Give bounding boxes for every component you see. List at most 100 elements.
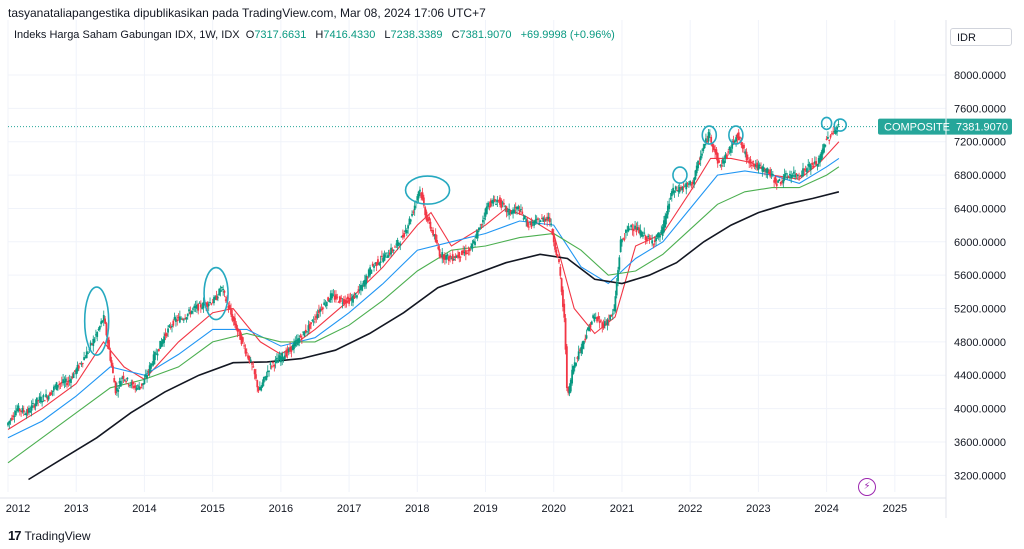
candle xyxy=(311,319,314,323)
candle xyxy=(643,227,646,236)
candle xyxy=(337,300,340,303)
candle xyxy=(669,193,672,200)
candle xyxy=(800,170,803,178)
candle xyxy=(380,250,383,261)
candle xyxy=(825,136,828,141)
candle xyxy=(433,233,436,240)
candle xyxy=(538,218,541,225)
candle xyxy=(143,374,146,385)
candle xyxy=(319,306,322,317)
candle xyxy=(58,380,61,390)
candle xyxy=(678,182,681,194)
currency-label[interactable]: IDR xyxy=(950,28,1012,46)
open-value: 7317.6631 xyxy=(254,29,307,41)
candle xyxy=(20,410,23,417)
candle xyxy=(509,209,512,216)
candle xyxy=(30,400,33,417)
candle xyxy=(827,131,829,140)
candle xyxy=(316,309,319,320)
candle xyxy=(396,237,399,251)
candle xyxy=(664,212,667,228)
candle xyxy=(272,361,274,368)
candle xyxy=(321,306,324,315)
candle xyxy=(276,353,278,364)
candle xyxy=(327,296,330,302)
candle xyxy=(676,186,678,192)
candle xyxy=(328,298,331,303)
candle xyxy=(711,142,714,153)
candle xyxy=(353,291,356,299)
candle xyxy=(577,345,580,362)
candle xyxy=(731,139,734,153)
candle xyxy=(720,159,723,171)
x-tick-label: 2022 xyxy=(678,503,702,515)
y-tick-label: 6800.0000 xyxy=(954,170,1006,182)
candle xyxy=(339,295,341,304)
candle xyxy=(283,351,286,360)
candle xyxy=(771,170,774,178)
candle xyxy=(736,132,739,144)
candle xyxy=(39,391,42,404)
candle xyxy=(520,204,522,213)
candle xyxy=(55,381,58,391)
candle xyxy=(542,216,545,223)
candle xyxy=(50,389,53,396)
candle xyxy=(695,162,698,176)
candle xyxy=(298,334,301,347)
candle xyxy=(180,316,183,320)
candle xyxy=(666,200,669,219)
candle xyxy=(541,214,543,220)
candle xyxy=(210,302,213,306)
candle xyxy=(537,217,539,223)
candle xyxy=(18,407,21,416)
candle xyxy=(708,129,711,138)
candle xyxy=(35,397,38,407)
candle xyxy=(384,252,387,258)
candle xyxy=(117,384,120,398)
candle xyxy=(49,391,51,396)
candle xyxy=(171,324,173,333)
candle xyxy=(556,254,559,259)
candle xyxy=(100,318,103,328)
candle xyxy=(811,158,814,170)
candle xyxy=(403,230,406,239)
candle xyxy=(253,368,256,380)
candle xyxy=(336,293,339,300)
candle xyxy=(558,258,560,264)
candle xyxy=(346,293,349,304)
candle xyxy=(160,337,163,348)
candle xyxy=(231,309,234,323)
candle xyxy=(277,353,280,363)
candle xyxy=(621,238,623,247)
candle xyxy=(320,303,323,312)
lightning-icon[interactable]: ⚡ xyxy=(858,478,876,496)
candle xyxy=(774,175,777,185)
candle xyxy=(63,376,66,389)
candle xyxy=(279,352,282,366)
candle xyxy=(257,386,260,394)
candle xyxy=(627,223,630,233)
candle xyxy=(496,195,499,207)
candle xyxy=(647,233,650,240)
candle xyxy=(510,210,513,215)
candle xyxy=(513,204,516,214)
candle xyxy=(373,263,375,272)
candle xyxy=(211,298,214,304)
candle xyxy=(91,343,93,346)
annotation-circle xyxy=(701,125,718,145)
candle xyxy=(487,201,490,210)
y-tick-label: 4400.0000 xyxy=(954,370,1006,382)
x-tick-label: 2025 xyxy=(883,503,907,515)
candle xyxy=(648,234,651,244)
candle xyxy=(571,364,574,386)
candle xyxy=(636,221,639,231)
candle xyxy=(114,380,117,396)
candle xyxy=(220,286,223,292)
candle xyxy=(508,203,511,220)
candle xyxy=(207,301,210,312)
candle xyxy=(357,285,360,295)
candle xyxy=(148,361,151,377)
candle xyxy=(299,333,302,338)
candle xyxy=(799,174,802,177)
